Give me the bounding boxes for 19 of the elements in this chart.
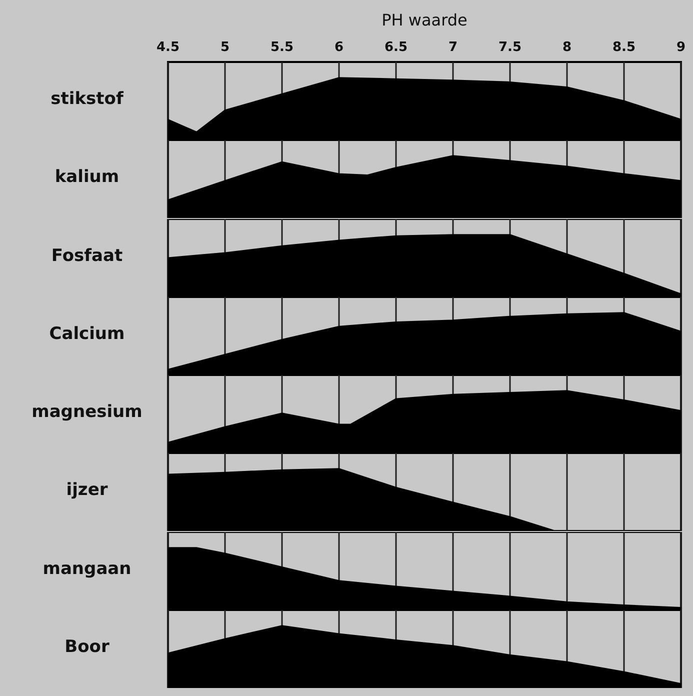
text: Boor <box>64 636 110 657</box>
text: magnesium <box>32 402 142 422</box>
x-tick-label: 4.5 <box>156 40 180 55</box>
text: mangaan <box>42 558 132 578</box>
x-tick-label: 7 <box>448 40 458 55</box>
x-tick-label: 5 <box>220 40 230 55</box>
x-tick-label: 6 <box>334 40 344 55</box>
text: stikstof <box>50 88 124 109</box>
text: Fosfaat <box>51 245 123 266</box>
x-tick-label: 7.5 <box>498 40 522 55</box>
text: Calcium <box>49 324 125 344</box>
x-tick-label: 9 <box>676 40 686 55</box>
text: kalium <box>54 167 120 188</box>
text: ijzer <box>66 480 108 500</box>
x-tick-label: 8.5 <box>612 40 636 55</box>
x-tick-label: 6.5 <box>384 40 408 55</box>
x-axis-title: PH waarde <box>382 10 468 30</box>
x-tick-label: 8 <box>562 40 572 55</box>
x-tick-label: 5.5 <box>270 40 294 55</box>
